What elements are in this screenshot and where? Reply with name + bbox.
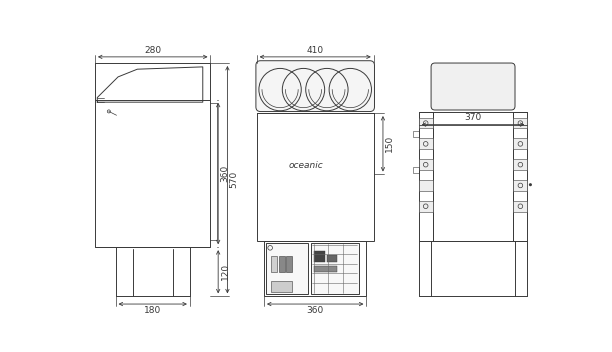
Bar bbox=[513, 180, 528, 191]
Text: oceanic: oceanic bbox=[289, 161, 323, 170]
Text: 370: 370 bbox=[465, 113, 482, 122]
Bar bbox=[419, 112, 433, 241]
Bar bbox=[419, 201, 433, 212]
Bar bbox=[264, 241, 367, 296]
FancyBboxPatch shape bbox=[431, 63, 515, 110]
Bar bbox=[271, 256, 277, 271]
Bar bbox=[419, 138, 433, 149]
Bar bbox=[313, 251, 325, 263]
Text: 280: 280 bbox=[144, 45, 162, 55]
Bar bbox=[278, 256, 285, 271]
Text: 360: 360 bbox=[220, 165, 230, 182]
Bar bbox=[310, 243, 359, 294]
Text: 410: 410 bbox=[307, 45, 324, 55]
Bar bbox=[286, 256, 293, 271]
Bar bbox=[419, 118, 433, 128]
Bar bbox=[266, 243, 308, 294]
Bar bbox=[513, 159, 528, 170]
Bar bbox=[313, 265, 337, 272]
Bar bbox=[327, 255, 337, 263]
Circle shape bbox=[529, 183, 532, 186]
Text: 360: 360 bbox=[307, 306, 324, 315]
Bar bbox=[271, 281, 293, 292]
Text: 570: 570 bbox=[230, 171, 239, 188]
Bar bbox=[95, 100, 211, 247]
Text: 150: 150 bbox=[386, 135, 394, 152]
Bar bbox=[513, 201, 528, 212]
Bar bbox=[513, 138, 528, 149]
Bar bbox=[513, 118, 528, 128]
Bar bbox=[419, 159, 433, 170]
Bar bbox=[256, 113, 374, 241]
Bar bbox=[413, 167, 419, 173]
FancyBboxPatch shape bbox=[256, 61, 375, 112]
Text: 180: 180 bbox=[144, 306, 162, 315]
Bar bbox=[419, 180, 433, 191]
Bar bbox=[513, 112, 528, 241]
Bar bbox=[433, 112, 513, 241]
Text: 120: 120 bbox=[220, 263, 230, 280]
Bar bbox=[413, 131, 419, 137]
